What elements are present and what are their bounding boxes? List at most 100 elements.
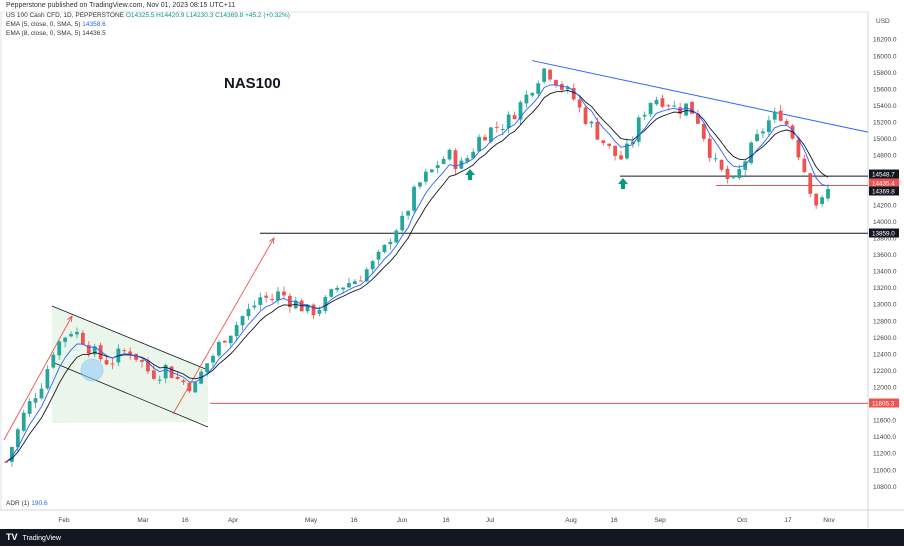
- candle-body: [613, 145, 618, 156]
- price-label-box: [869, 178, 899, 188]
- ema8-label: EMA (8, close, 0, SMA, 5): [6, 30, 81, 37]
- candle-body: [240, 316, 245, 326]
- candle-body: [666, 105, 671, 107]
- price-label-box: [869, 169, 899, 179]
- ema8-value: 14436.5: [82, 30, 106, 37]
- candle-body: [33, 398, 38, 403]
- candle-body: [761, 131, 765, 134]
- channel-zone: [52, 306, 208, 423]
- candle-body: [725, 168, 730, 179]
- candle-body: [565, 87, 570, 90]
- candle-body: [51, 354, 56, 368]
- candle-body: [713, 158, 718, 160]
- candle-body: [21, 412, 26, 431]
- candle-body: [335, 287, 340, 290]
- x-tick-label: Jun: [397, 517, 408, 524]
- candle-body: [181, 380, 186, 383]
- candle-body: [500, 128, 505, 130]
- candle-body: [276, 291, 280, 301]
- candle-body: [648, 102, 653, 115]
- price-label-box: [869, 228, 899, 238]
- x-tick-label: 16: [610, 517, 618, 524]
- candle-body: [583, 107, 588, 125]
- candle-body: [595, 121, 600, 140]
- candle-body: [252, 305, 257, 308]
- ema8-line: [5, 89, 829, 463]
- candle-body: [690, 101, 694, 114]
- y-tick-label: 15600.0: [873, 86, 897, 93]
- candle-body: [749, 142, 754, 164]
- candle-body: [808, 173, 813, 194]
- candle-body: [802, 158, 807, 173]
- candle-body: [329, 289, 334, 297]
- candle-body: [766, 120, 771, 133]
- candle-body: [435, 165, 440, 169]
- candle-body: [146, 360, 150, 372]
- candle-body: [364, 269, 369, 282]
- candle-body: [784, 120, 789, 125]
- candle-body: [494, 126, 499, 128]
- candle-body: [45, 369, 50, 389]
- candle-body: [69, 334, 73, 337]
- candle-body: [63, 337, 68, 342]
- candle-body: [447, 149, 452, 160]
- x-tick-label: May: [305, 517, 318, 524]
- candle-body: [80, 332, 85, 345]
- impulse-arrow-2-head: [268, 236, 275, 245]
- descending-trendline: [531, 60, 869, 133]
- candle-body: [110, 363, 115, 365]
- x-tick-label: 16: [442, 517, 450, 524]
- candle-body: [554, 80, 558, 86]
- candle-body: [10, 447, 14, 462]
- candle-body: [429, 169, 434, 173]
- candle-body: [370, 261, 375, 270]
- candle-body: [571, 87, 576, 100]
- candle-body: [660, 98, 665, 107]
- y-tick-label: 13000.0: [873, 302, 897, 309]
- currency-label: USD: [876, 18, 890, 25]
- x-tick-label: Jul: [486, 517, 495, 524]
- channel-lower-line: [51, 361, 209, 428]
- candle-body: [826, 188, 830, 199]
- price-label-box: [869, 186, 899, 196]
- candle-body: [814, 193, 819, 206]
- impulse-arrow-1: [3, 315, 73, 441]
- candle-body: [477, 136, 481, 152]
- ema8-legend: EMA (8, close, 0, SMA, 5) 14436.5: [6, 30, 106, 37]
- x-tick-label: Mar: [137, 517, 149, 524]
- candle-body: [187, 382, 192, 392]
- candle-body: [376, 251, 381, 260]
- candle-body: [530, 92, 535, 96]
- y-tick-label: 15200.0: [873, 120, 897, 127]
- candle-body: [228, 335, 233, 344]
- candle-body: [258, 297, 263, 305]
- price-label-box: [869, 398, 899, 408]
- publisher-line: Pepperstone published on TradingView.com…: [6, 2, 236, 9]
- ema5-value: 14358.6: [82, 21, 106, 28]
- adr-value: 190.6: [31, 500, 48, 507]
- candle-body: [772, 111, 777, 120]
- candle-body: [707, 138, 712, 158]
- candle-body: [75, 331, 79, 335]
- adr-label: ADR (1): [6, 500, 30, 507]
- candle-body: [471, 151, 476, 159]
- y-tick-label: 11400.0: [873, 434, 896, 441]
- candle-body: [731, 177, 736, 179]
- candle-body: [737, 169, 742, 178]
- candle-body: [211, 355, 215, 363]
- price-label-text: 14548.7: [872, 171, 895, 178]
- candle-body: [406, 210, 411, 216]
- candle-body: [246, 308, 251, 317]
- x-tick-label: Nov: [823, 517, 835, 524]
- candle-body: [353, 281, 357, 285]
- candle-body: [524, 94, 529, 104]
- x-tick-label: 16: [350, 517, 358, 524]
- brand-name: TradingView: [22, 535, 61, 542]
- y-tick-label: 16200.0: [873, 37, 897, 44]
- candle-body: [465, 158, 470, 162]
- x-tick-label: 16: [181, 517, 189, 524]
- x-tick-label: Apr: [228, 517, 239, 524]
- highlight-circle: [80, 358, 104, 382]
- candle-body: [382, 244, 387, 253]
